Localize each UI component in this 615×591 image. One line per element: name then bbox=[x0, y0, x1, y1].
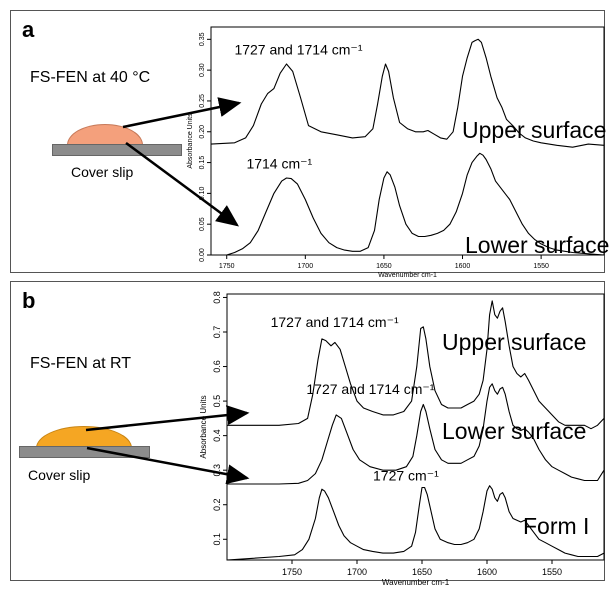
y-tick-label: 0.00 bbox=[199, 248, 206, 262]
y-tick-label: 0.5 bbox=[212, 395, 222, 408]
series-line-lower-surface bbox=[211, 152, 605, 256]
x-tick-label: 1700 bbox=[347, 567, 367, 577]
series-label-upper-surface: Upper surface bbox=[462, 117, 606, 143]
peak-annotation: 1727 and 1714 cm⁻¹ bbox=[234, 42, 362, 58]
x-tick-label: 1550 bbox=[542, 567, 562, 577]
panel-letter-a: a bbox=[22, 17, 35, 42]
sample-droplet-a bbox=[67, 124, 143, 145]
y-tick-label: 0.35 bbox=[199, 32, 206, 46]
series-label-lower-surface: Lower surface bbox=[465, 232, 609, 258]
slip-label-b: Cover slip bbox=[28, 467, 91, 483]
x-tick-label: 1550 bbox=[533, 263, 549, 270]
y-axis-label: Absorbance Units bbox=[199, 395, 208, 458]
y-tick-label: 0.3 bbox=[212, 464, 222, 477]
peak-annotation: 1727 and 1714 cm⁻¹ bbox=[306, 381, 434, 397]
series-line-upper-surface bbox=[227, 300, 605, 430]
y-tick-label: 0.7 bbox=[212, 326, 222, 339]
y-tick-label: 0.8 bbox=[212, 291, 222, 304]
series-label-form-i: Form I bbox=[523, 513, 589, 539]
peak-annotation: 1727 cm⁻¹ bbox=[373, 468, 439, 484]
panel-b: b FS-FEN at RT Cover slip 1750 1700 1650 16… bbox=[10, 281, 605, 587]
x-tick-label: 1750 bbox=[219, 263, 235, 270]
x-tick-label: 1600 bbox=[455, 263, 471, 270]
x-tick-label: 1650 bbox=[376, 263, 392, 270]
y-tick-label: 0.4 bbox=[212, 429, 222, 442]
peak-annotation: 1714 cm⁻¹ bbox=[246, 156, 312, 172]
x-tick-label: 1600 bbox=[477, 567, 497, 577]
series-label-lower-surface: Lower surface bbox=[442, 418, 586, 444]
y-tick-label: 0.25 bbox=[199, 94, 206, 108]
y-tick-label: 0.2 bbox=[212, 498, 222, 511]
slip-label-a: Cover slip bbox=[71, 164, 134, 180]
y-tick-label: 0.1 bbox=[212, 533, 222, 546]
x-axis-label: Wavenumber cm-1 bbox=[382, 578, 450, 587]
spectrum-plot-b: 1750 1700 1650 1600 1550 0.1 0.2 0.3 0.4 0.5 0.6 0.… bbox=[199, 291, 605, 587]
sample-label-b: FS-FEN at RT bbox=[30, 355, 132, 372]
y-tick-label: 0.15 bbox=[199, 156, 206, 170]
series-label-upper-surface: Upper surface bbox=[442, 329, 586, 355]
sample-droplet-b bbox=[36, 426, 132, 448]
x-axis-label: Wavenumber cm-1 bbox=[378, 272, 437, 279]
panel-letter-b: b bbox=[22, 288, 36, 313]
panel-a: a FS-FEN at 40 °C Cover slip 1750 1700 165… bbox=[10, 10, 609, 279]
series-line-lower-surface bbox=[227, 383, 605, 485]
series-line-form-i bbox=[226, 485, 605, 561]
x-tick-label: 1650 bbox=[412, 567, 432, 577]
spectrum-plot-a: 1750 1700 1650 1600 1550 0.00 0.05 0.10 0.15 0.20… bbox=[187, 26, 609, 279]
y-tick-label: 0.20 bbox=[199, 125, 206, 139]
y-tick-label: 0.05 bbox=[199, 217, 206, 231]
x-tick-label: 1750 bbox=[282, 567, 302, 577]
series-line-upper-surface bbox=[210, 38, 605, 148]
cover-slip-b bbox=[19, 446, 150, 458]
sample-label-a: FS-FEN at 40 °C bbox=[30, 69, 151, 86]
y-tick-label: 0.10 bbox=[199, 186, 206, 200]
cover-slip-a bbox=[52, 144, 182, 156]
plot-frame bbox=[210, 26, 605, 256]
y-tick-label: 0.30 bbox=[199, 63, 206, 77]
x-tick-label: 1700 bbox=[298, 263, 314, 270]
y-tick-label: 0.6 bbox=[212, 360, 222, 373]
peak-annotation: 1727 and 1714 cm⁻¹ bbox=[271, 314, 399, 330]
y-axis-label: Absorbance Units bbox=[187, 113, 194, 169]
